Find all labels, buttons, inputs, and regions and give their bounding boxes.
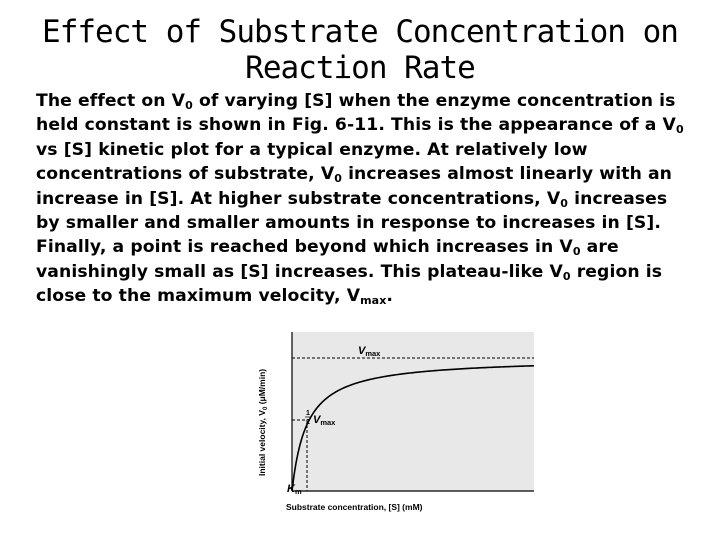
text-run: increase in [S]. At higher substrate con… — [36, 188, 561, 209]
paragraph-line: concentrations of substrate, V0 increase… — [36, 162, 706, 186]
text-run: vanishingly small as [S] increases. This… — [36, 261, 563, 282]
michaelis-menten-figure: Vmax 1 2 Vmax Km Substrate concentration… — [252, 328, 552, 528]
subscript: max — [360, 294, 387, 308]
body-paragraph: The effect on V0 of varying [S] when the… — [36, 89, 706, 309]
subscript: 0 — [560, 196, 569, 210]
text-run: concentrations of substrate, V — [36, 164, 335, 185]
subscript: 0 — [675, 123, 684, 137]
subscript: 0 — [334, 172, 342, 186]
slide-title-line-1: Effect of Substrate Concentration on — [42, 14, 679, 50]
y-axis-label: Initial velocity, V0 (μM/min) — [257, 369, 269, 476]
paragraph-line: by smaller and smaller amounts in respon… — [36, 211, 706, 235]
text-run: . — [386, 286, 394, 307]
paragraph-line: The effect on V0 of varying [S] when the… — [36, 89, 706, 113]
paragraph-line: increase in [S]. At higher substrate con… — [36, 187, 706, 211]
text-run: are — [580, 237, 619, 258]
half-denominator: 2 — [306, 419, 310, 426]
text-run: held constant is shown in Fig. 6-11. Thi… — [36, 115, 676, 136]
subscript: 0 — [572, 245, 581, 259]
subscript: 0 — [185, 99, 193, 112]
subscript: 0 — [562, 269, 571, 283]
text-run: of varying [S] when the enzyme concentra… — [192, 91, 676, 111]
text-run: increases almost linearly with an — [341, 164, 673, 185]
slide-title-line-2: Reaction Rate — [245, 50, 476, 86]
saturation-curve — [291, 364, 535, 492]
km-label: Km — [287, 483, 302, 496]
text-run: vs [S] kinetic plot for a typical enzyme… — [36, 139, 588, 160]
paragraph-line: close to the maximum velocity, Vmax. — [36, 284, 706, 308]
paragraph-line: Finally, a point is reached beyond which… — [36, 235, 706, 259]
text-run: by smaller and smaller amounts in respon… — [36, 212, 661, 233]
half-vmax-label: Vmax — [313, 414, 336, 427]
figure-svg: Vmax 1 2 Vmax Km Substrate concentration… — [257, 332, 535, 512]
paragraph-line: vs [S] kinetic plot for a typical enzyme… — [36, 138, 706, 162]
vmax-label: Vmax — [358, 345, 381, 358]
text-run: The effect on V — [36, 91, 186, 111]
x-axis-label: Substrate concentration, [S] (mM) — [286, 502, 423, 512]
paragraph-line: vanishingly small as [S] increases. This… — [36, 260, 706, 284]
text-run: increases — [568, 188, 668, 209]
text-run: close to the maximum velocity, V — [36, 286, 361, 307]
text-run: region is — [570, 261, 663, 282]
half-numerator: 1 — [306, 410, 310, 417]
slide-title: Effect of Substrate Concentration on Rea… — [0, 14, 720, 86]
paragraph-line: held constant is shown in Fig. 6-11. Thi… — [36, 113, 706, 137]
plot-area — [292, 332, 534, 491]
text-run: Finally, a point is reached beyond which… — [36, 237, 573, 258]
